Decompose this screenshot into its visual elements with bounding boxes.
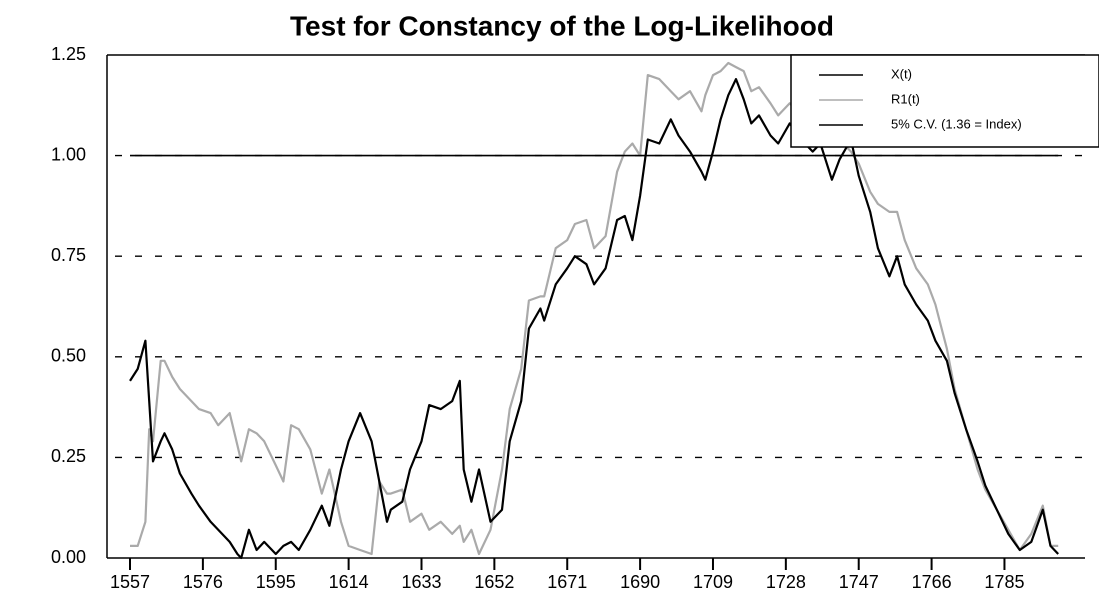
chart-title: Test for Constancy of the Log-Likelihood: [290, 10, 834, 41]
x-tick-label: 1728: [766, 572, 806, 592]
x-tick-label: 1557: [110, 572, 150, 592]
series-line: [130, 61, 1059, 556]
legend-label: R1(t): [891, 91, 920, 106]
y-tick-label: 0.50: [51, 346, 86, 366]
x-tick-label: 1633: [401, 572, 441, 592]
y-tick-label: 0.00: [51, 547, 86, 567]
y-tick-label: 0.75: [51, 245, 86, 265]
x-tick-label: 1747: [839, 572, 879, 592]
x-tick-label: 1595: [256, 572, 296, 592]
legend-label: 5% C.V. (1.36 = Index): [891, 116, 1022, 131]
x-tick-label: 1576: [183, 572, 223, 592]
x-tick-label: 1785: [984, 572, 1024, 592]
x-tick-label: 1709: [693, 572, 733, 592]
x-tick-label: 1671: [547, 572, 587, 592]
legend-label: X(t): [891, 66, 912, 81]
x-tick-label: 1652: [474, 572, 514, 592]
series-line: [129, 78, 1059, 560]
y-tick-label: 1.25: [51, 44, 86, 64]
x-tick-label: 1690: [620, 572, 660, 592]
legend-box: [790, 54, 1099, 148]
y-tick-label: 0.25: [51, 446, 86, 466]
x-tick-label: 1614: [329, 572, 369, 592]
x-tick-label: 1766: [912, 572, 952, 592]
y-tick-label: 1.00: [51, 144, 86, 164]
